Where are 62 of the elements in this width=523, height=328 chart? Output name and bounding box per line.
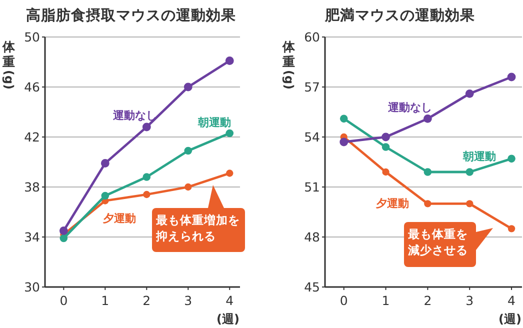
point (60, 234, 68, 242)
point (100, 159, 110, 168)
x-axis-title: (週) (498, 312, 522, 326)
point (225, 56, 234, 65)
point (226, 129, 234, 138)
point (340, 138, 348, 146)
y-tick-label: 46 (24, 80, 40, 94)
series-label: 夕運動 (102, 212, 136, 225)
point (466, 200, 474, 208)
y-tick-label: 38 (24, 180, 40, 194)
point (508, 225, 516, 232)
point (466, 168, 474, 176)
point (423, 114, 432, 123)
x-tick-label: 2 (424, 293, 432, 308)
x-tick-label: 1 (382, 293, 390, 308)
x-tick-label: 0 (60, 293, 68, 308)
point (59, 226, 68, 235)
y-tick-label: 50 (24, 30, 40, 44)
point (382, 132, 390, 142)
point (226, 170, 234, 177)
x-tick-label: 3 (466, 293, 474, 308)
y-tick-label: 45 (304, 280, 320, 294)
series-label: 夕運動 (375, 197, 409, 210)
annotation: 最も体重増加を抑えられる (156, 212, 241, 244)
point (382, 143, 390, 151)
x-tick-label: 0 (340, 293, 348, 308)
point (424, 200, 432, 208)
x-axis-title: (週) (216, 312, 240, 326)
x-tick-label: 4 (226, 293, 234, 308)
chart-title: 高脂肪食摂取マウスの運動効果 (26, 6, 237, 24)
point (465, 89, 474, 98)
series-label: 運動なし (387, 101, 432, 114)
y-tick-label: 54 (304, 130, 320, 144)
y-tick-label: 30 (24, 280, 40, 294)
series-label: 朝運動 (462, 150, 496, 163)
y-tick-label: 48 (304, 230, 320, 244)
y-axis-title: 体重(g) (2, 39, 16, 90)
y-tick-label: 57 (304, 80, 320, 94)
x-tick-label: 3 (184, 293, 192, 308)
point (507, 72, 516, 82)
point (508, 154, 516, 163)
x-tick-label: 2 (142, 293, 151, 308)
point (184, 183, 192, 191)
y-tick-label: 51 (304, 180, 320, 194)
annotation: 最も体重を減少させる (408, 226, 469, 258)
point (184, 82, 192, 92)
y-axis-title: 体重(g) (282, 39, 296, 90)
point (382, 168, 390, 176)
series-label: 朝運動 (197, 116, 231, 129)
point (142, 173, 151, 181)
point (143, 190, 150, 198)
chart-title: 肥満マウスの運動効果 (324, 7, 476, 24)
point (142, 122, 151, 132)
y-tick-label: 34 (24, 230, 40, 244)
y-tick-label: 42 (24, 130, 40, 144)
x-tick-label: 4 (508, 293, 516, 308)
y-tick-label: 60 (304, 30, 320, 44)
x-tick-label: 1 (101, 293, 110, 308)
point (101, 192, 110, 200)
point (424, 168, 432, 176)
point (340, 114, 348, 123)
point (184, 146, 192, 155)
